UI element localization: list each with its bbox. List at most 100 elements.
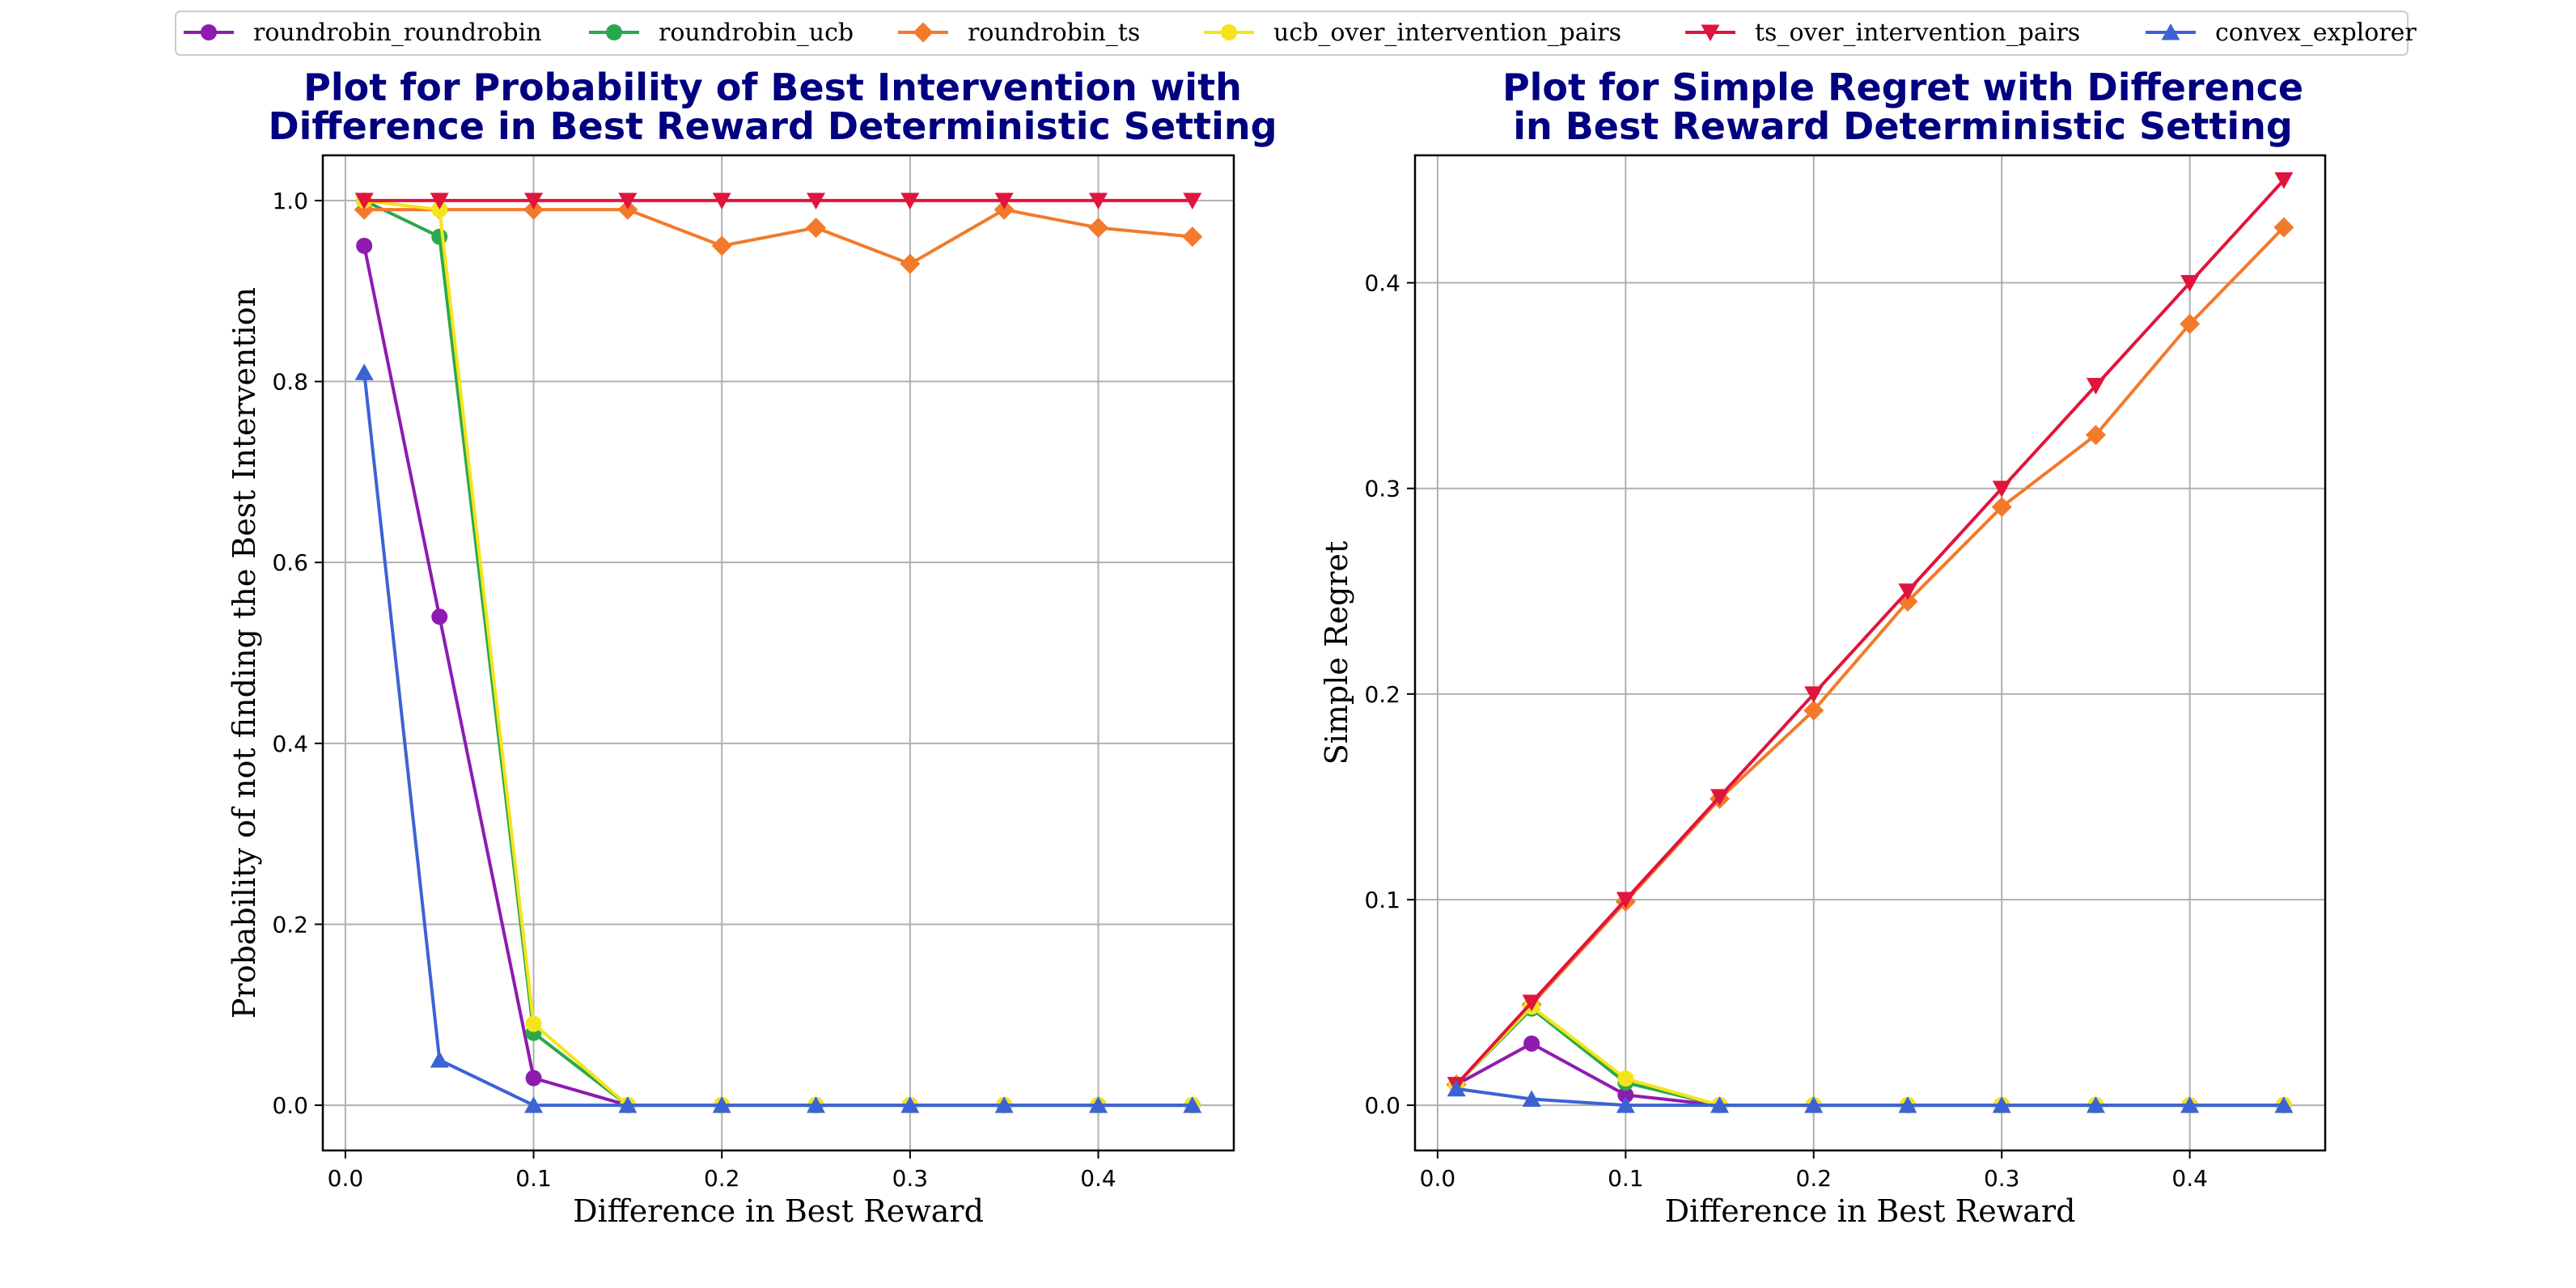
data-point-ts_over_intervention_pairs-5 xyxy=(1898,583,1917,600)
series-ucb_over_intervention_pairs xyxy=(1448,998,2292,1114)
legend-entry-roundrobin_ucb: roundrobin_ucb xyxy=(589,19,854,47)
series-convex_explorer xyxy=(1447,1079,2294,1113)
x-tick-label: 0.4 xyxy=(1080,1165,1116,1192)
legend-marker xyxy=(913,22,934,43)
x-tick-label: 0.1 xyxy=(515,1165,552,1192)
data-point-roundrobin_ts-7 xyxy=(2085,425,2106,446)
data-point-roundrobin_ts-3 xyxy=(617,199,638,220)
data-point-ts_over_intervention_pairs-6 xyxy=(1992,481,2011,498)
data-point-ts_over_intervention_pairs-9 xyxy=(1183,193,1202,210)
legend-marker xyxy=(201,24,217,40)
y-tick-label: 0.0 xyxy=(272,1092,308,1119)
data-point-convex_explorer-1 xyxy=(1522,1090,1541,1107)
legend-entry-roundrobin_ts: roundrobin_ts xyxy=(898,19,1140,47)
y-tick-label: 0.6 xyxy=(272,549,308,576)
y-tick-label: 0.4 xyxy=(272,731,308,757)
x-tick-label: 0.4 xyxy=(2171,1165,2208,1192)
y-tick-label: 0.1 xyxy=(1364,887,1400,913)
y-tick-label: 0.2 xyxy=(1364,681,1400,708)
data-point-convex_explorer-6 xyxy=(900,1096,920,1113)
data-point-convex_explorer-9 xyxy=(1183,1096,1202,1113)
chart-title-line-2: in Best Reward Deterministic Setting xyxy=(1513,104,2293,148)
x-tick-label: 0.0 xyxy=(1420,1165,1456,1192)
data-point-convex_explorer-3 xyxy=(1710,1096,1730,1113)
data-point-ts_over_intervention_pairs-2 xyxy=(524,193,544,210)
y-tick-label: 0.0 xyxy=(1364,1092,1400,1119)
data-point-convex_explorer-4 xyxy=(712,1096,731,1113)
x-tick-label: 0.2 xyxy=(1796,1165,1832,1192)
legend: roundrobin_roundrobin roundrobin_ucb round… xyxy=(175,11,2417,56)
legend-label: roundrobin_ts xyxy=(968,19,1140,47)
data-point-ts_over_intervention_pairs-4 xyxy=(1804,686,1824,703)
series-line-ucb_over_intervention_pairs xyxy=(1455,1005,2284,1108)
data-point-convex_explorer-0 xyxy=(354,363,374,380)
data-point-roundrobin_roundrobin-1 xyxy=(1523,1035,1540,1052)
series-convex_explorer xyxy=(354,363,1202,1113)
y-tick-label: 1.0 xyxy=(272,188,308,214)
series-line-roundrobin_ts xyxy=(1455,226,2286,1087)
data-point-roundrobin_roundrobin-2 xyxy=(525,1070,542,1087)
data-point-roundrobin_ts-5 xyxy=(806,217,827,238)
series-line-roundrobin_roundrobin xyxy=(362,245,1193,1108)
legend-label: convex_explorer xyxy=(2215,19,2417,47)
data-point-roundrobin_roundrobin-0 xyxy=(356,237,373,254)
data-point-convex_explorer-2 xyxy=(1616,1096,1635,1113)
data-point-roundrobin_ts-2 xyxy=(523,199,544,220)
y-tick-label: 0.4 xyxy=(1364,270,1400,297)
data-point-convex_explorer-1 xyxy=(430,1051,449,1068)
data-point-roundrobin_ts-4 xyxy=(711,235,732,256)
chart-panel-1: 0.0 0.1 0.2 0.3 0.4 0.0 0.2 0.4 0.6 0.8 1.0 Differe… xyxy=(227,66,1277,1229)
data-point-convex_explorer-0 xyxy=(1447,1079,1466,1097)
data-point-convex_explorer-7 xyxy=(2086,1096,2105,1113)
data-point-convex_explorer-8 xyxy=(1088,1096,1108,1113)
data-point-convex_explorer-3 xyxy=(618,1096,638,1113)
data-point-roundrobin_ts-8 xyxy=(1087,217,1108,238)
legend-marker xyxy=(606,24,622,40)
legend-marker xyxy=(2161,23,2180,40)
legend-marker xyxy=(1701,24,1720,41)
y-tick-label: 0.8 xyxy=(272,369,308,396)
data-point-roundrobin_ucb-1 xyxy=(431,228,448,245)
series-roundrobin_ts xyxy=(1446,217,2294,1095)
series-line-ts_over_intervention_pairs xyxy=(1455,179,2286,1087)
data-point-ts_over_intervention_pairs-7 xyxy=(994,193,1014,210)
data-point-roundrobin_ts-4 xyxy=(1803,700,1824,721)
y-tick-label: 0.3 xyxy=(1364,476,1400,502)
y-axis-label: Simple Regret xyxy=(1319,541,1354,765)
data-point-ts_over_intervention_pairs-3 xyxy=(618,193,638,210)
series-roundrobin_ucb xyxy=(356,192,1201,1114)
legend-entry-roundrobin_roundrobin: roundrobin_roundrobin xyxy=(184,19,542,47)
data-point-ts_over_intervention_pairs-6 xyxy=(900,193,920,210)
data-point-convex_explorer-6 xyxy=(1992,1096,2011,1113)
data-point-roundrobin_ts-8 xyxy=(2180,313,2201,334)
series-ts_over_intervention_pairs xyxy=(354,193,1202,210)
legend-entry-convex_explorer: convex_explorer xyxy=(2146,19,2417,47)
data-point-ts_over_intervention_pairs-7 xyxy=(2086,378,2105,395)
x-tick-label: 0.3 xyxy=(892,1165,929,1192)
data-point-ts_over_intervention_pairs-5 xyxy=(807,193,826,210)
legend-label: ucb_over_intervention_pairs xyxy=(1273,19,1621,47)
data-point-ts_over_intervention_pairs-9 xyxy=(2274,172,2294,189)
data-point-ucb_over_intervention_pairs-2 xyxy=(1617,1070,1634,1087)
y-axis-label: Probability of not finding the Best Inte… xyxy=(227,287,262,1019)
series-line-roundrobin_ucb xyxy=(363,199,1193,1108)
x-axis-label: Difference in Best Reward xyxy=(1665,1193,2076,1229)
data-point-roundrobin_ts-6 xyxy=(900,253,921,274)
chart-title-line-1: Plot for Probability of Best Interventio… xyxy=(303,66,1242,109)
legend-entry-ts_over_intervention_pairs: ts_over_intervention_pairs xyxy=(1685,19,2080,47)
data-point-ts_over_intervention_pairs-1 xyxy=(430,193,449,210)
y-tick-label: 0.2 xyxy=(272,911,308,938)
data-point-convex_explorer-8 xyxy=(2180,1096,2200,1113)
data-point-convex_explorer-5 xyxy=(807,1096,826,1113)
data-point-roundrobin_ts-9 xyxy=(1182,227,1203,248)
data-point-roundrobin_ts-9 xyxy=(2273,217,2294,238)
series-line-roundrobin_ts xyxy=(364,208,1193,266)
series-line-convex_explorer xyxy=(362,372,1193,1108)
data-point-ts_over_intervention_pairs-2 xyxy=(1616,892,1635,909)
x-tick-label: 0.2 xyxy=(704,1165,740,1192)
plot-frame xyxy=(1413,154,2327,1152)
data-point-ts_over_intervention_pairs-1 xyxy=(1522,994,1541,1012)
legend-label: roundrobin_roundrobin xyxy=(253,19,542,47)
data-point-convex_explorer-4 xyxy=(1804,1096,1824,1113)
